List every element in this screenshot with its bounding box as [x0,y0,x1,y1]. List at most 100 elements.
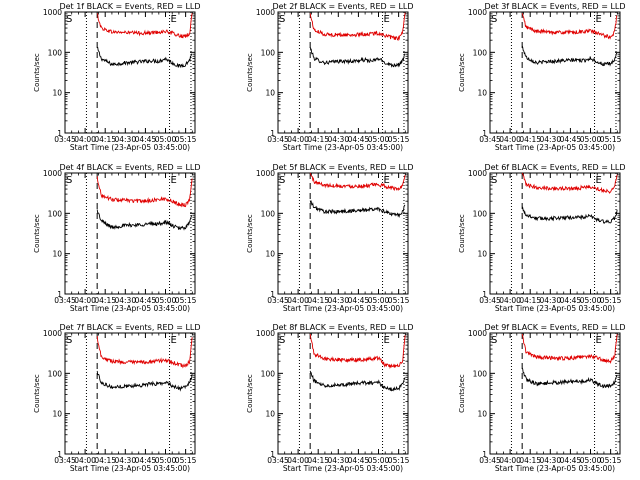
series-events-line [309,47,406,68]
y-tick-label: 100 [48,209,63,218]
x-tick-label: 04:30 [539,135,561,144]
y-tick-label: 1 [482,290,487,299]
x-tick-label: 05:15 [600,456,622,465]
x-tick-label: 05:00 [580,296,602,305]
plot-frame [489,172,621,295]
y-tick-label: 100 [261,369,276,378]
x-tick-label: 03:45 [479,456,501,465]
x-tick-label: 04:30 [327,135,349,144]
y-tick-label: 100 [473,369,488,378]
y-axis-label: Counts/sec [33,214,41,253]
chart-title: Det 6f BLACK = Events, RED = LLD [484,163,625,172]
start-marker: S [491,175,497,186]
x-tick-label: 04:00 [74,135,96,144]
chart-panel-4: Det 4f BLACK = Events, RED = LLD 1 10 100 10… [33,163,201,313]
x-tick-label: 04:00 [499,456,521,465]
x-tick-label: 05:15 [600,135,622,144]
plot-frame [277,172,409,295]
x-tick-label: 04:45 [135,456,157,465]
chart-panel-1: Det 1f BLACK = Events, RED = LLD 1 10 100 10… [33,2,201,152]
x-tick-label: 05:15 [600,296,622,305]
y-tick-label: 1 [270,129,275,138]
x-tick-label: 05:00 [368,296,390,305]
series-lld-line [521,333,618,364]
x-tick-label: 05:15 [175,456,197,465]
y-tick-label: 100 [48,369,63,378]
y-tick-label: 10 [477,250,487,259]
y-tick-label: 10 [52,410,62,419]
x-tick-label: 05:00 [368,456,390,465]
end-marker: E [596,175,602,186]
x-axis-label: Start Time (23-Apr-05 03:45:00) [70,304,190,313]
chart-panel-9: Det 9f BLACK = Events, RED = LLD 1 10 100 10… [458,323,626,473]
x-axis-label: Start Time (23-Apr-05 03:45:00) [283,143,403,152]
x-tick-label: 05:00 [155,296,177,305]
x-tick-label: 04:30 [327,456,349,465]
y-tick-label: 10 [52,89,62,98]
x-tick-label: 04:45 [135,135,157,144]
series-events-line [521,45,618,67]
x-tick-label: 04:30 [539,296,561,305]
x-tick-label: 04:15 [307,456,329,465]
x-tick-label: 03:45 [54,135,76,144]
y-tick-label: 100 [48,48,63,57]
x-tick-label: 04:30 [114,296,136,305]
y-tick-label: 1000 [43,169,62,178]
start-marker: S [66,14,72,25]
end-marker: E [384,14,390,25]
y-tick-label: 100 [261,48,276,57]
chart-panel-3: Det 3f BLACK = Events, RED = LLD 1 10 100 10… [458,2,626,152]
y-tick-label: 1 [482,129,487,138]
y-axis-label: Counts/sec [458,374,466,413]
x-axis-label: Start Time (23-Apr-05 03:45:00) [283,464,403,473]
x-tick-label: 05:15 [388,135,410,144]
end-marker: E [171,14,177,25]
x-tick-label: 04:15 [94,296,116,305]
x-tick-label: 05:00 [580,135,602,144]
x-tick-label: 03:45 [267,135,289,144]
end-marker: E [596,335,602,346]
start-marker: S [279,335,285,346]
x-tick-label: 04:45 [560,296,582,305]
x-axis-label: Start Time (23-Apr-05 03:45:00) [495,143,615,152]
x-tick-label: 04:15 [307,135,329,144]
y-tick-label: 10 [477,89,487,98]
y-tick-label: 100 [473,48,488,57]
start-marker: S [491,335,497,346]
y-tick-label: 1 [270,290,275,299]
y-tick-label: 10 [265,410,275,419]
y-tick-label: 100 [261,209,276,218]
x-axis-label: Start Time (23-Apr-05 03:45:00) [495,464,615,473]
plot-frame [489,332,621,455]
series-lld-line [96,336,193,369]
plot-frame [64,11,196,134]
x-tick-label: 03:45 [267,296,289,305]
y-tick-label: 1000 [43,8,62,17]
x-tick-label: 04:00 [287,456,309,465]
series-lld-line [309,12,406,41]
y-tick-label: 10 [477,410,487,419]
series-lld-line [309,172,406,192]
end-marker: E [171,335,177,346]
plot-frame [277,11,409,134]
x-tick-label: 04:30 [327,296,349,305]
x-tick-label: 05:15 [175,135,197,144]
y-tick-label: 1 [57,450,62,459]
y-tick-label: 1 [482,450,487,459]
x-tick-label: 05:15 [388,296,410,305]
y-tick-label: 1 [57,129,62,138]
series-events-line [521,367,618,389]
chart-panel-5: Det 5f BLACK = Events, RED = LLD 1 10 100 10… [246,163,414,313]
x-tick-label: 04:15 [94,135,116,144]
chart-panel-2: Det 2f BLACK = Events, RED = LLD 1 10 100 10… [246,2,414,152]
x-axis-label: Start Time (23-Apr-05 03:45:00) [70,143,190,152]
y-axis-label: Counts/sec [33,374,41,413]
series-events-line [97,46,193,69]
x-tick-label: 03:45 [54,296,76,305]
x-tick-label: 04:30 [114,135,136,144]
x-tick-label: 05:00 [155,135,177,144]
end-marker: E [596,14,602,25]
x-tick-label: 04:15 [307,296,329,305]
y-tick-label: 10 [265,250,275,259]
